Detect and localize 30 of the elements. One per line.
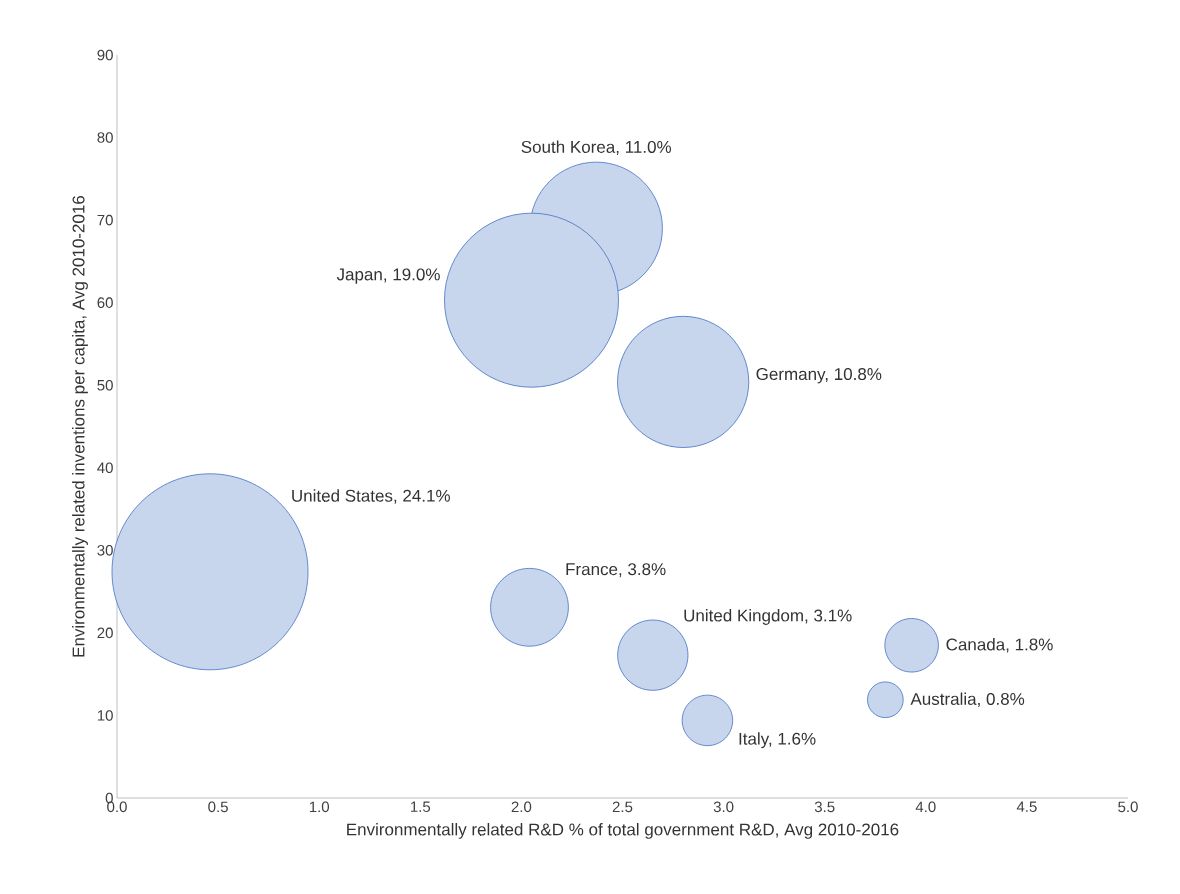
- data-label: Australia, 0.8%: [910, 692, 1025, 708]
- x-tick-label: 5.0: [1118, 801, 1138, 813]
- x-tick-label: 4.0: [915, 801, 936, 813]
- x-tick-label: 1.0: [309, 801, 330, 813]
- data-label: Canada, 1.8%: [946, 638, 1053, 653]
- y-tick-label: 80: [97, 132, 113, 143]
- x-tick-label: 3.0: [713, 801, 734, 813]
- data-label: France, 3.8%: [566, 563, 666, 578]
- x-tick-label: 3.5: [814, 801, 835, 813]
- x-tick-label: 2.5: [612, 801, 633, 813]
- data-label: South Korea, 11.0%: [521, 140, 672, 155]
- data-label: Italy, 1.6%: [739, 732, 816, 749]
- y-tick-label: 20: [97, 627, 113, 639]
- data-label: Germany, 10.8%: [756, 368, 882, 384]
- y-tick-label: 50: [97, 379, 113, 391]
- y-tick-label: 40: [97, 462, 113, 474]
- y-tick-label: 70: [97, 214, 113, 226]
- x-tick-label: 4.5: [1016, 801, 1037, 812]
- data-label: United States, 24.1%: [292, 489, 450, 504]
- x-tick-label: 0.5: [208, 801, 228, 813]
- y-tick-label: 10: [97, 710, 113, 721]
- data-label: Japan, 19.0%: [336, 268, 440, 284]
- y-tick-label: 90: [97, 49, 113, 61]
- y-tick-label: 60: [97, 297, 113, 308]
- x-axis-title: Environmentally related R&D % of total government R&D, Avg 2010-2016: [347, 823, 899, 839]
- y-tick-label: 30: [97, 545, 113, 556]
- x-tick-label: 1.5: [411, 801, 431, 812]
- data-label: United Kingdom, 3.1%: [684, 609, 852, 625]
- y-axis-title: Environmentally related inventions per capita, Avg 2010-2016: [72, 195, 88, 657]
- x-tick-label: 2.0: [511, 801, 532, 813]
